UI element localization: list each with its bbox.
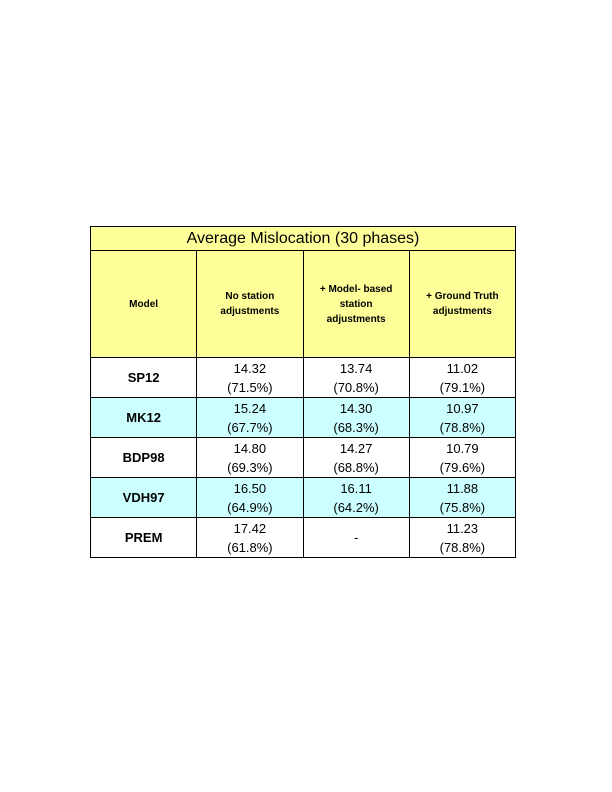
cell-line: 11.23 [446, 520, 479, 536]
cell-line: station [339, 298, 373, 310]
cell-line: 10.97 [446, 400, 479, 416]
value-cell: 11.02 (79.1%) [408, 357, 517, 398]
cell-line: (68.8%) [333, 459, 379, 475]
header-cell: Model [89, 250, 198, 358]
cell-line: (79.6%) [439, 459, 486, 475]
value-cell: 10.97 (78.8%) [408, 397, 517, 438]
value-cell: 10.79 (79.6%) [408, 437, 517, 478]
value-cell: 11.23 (78.8%) [408, 517, 517, 558]
table-title: Average Mislocation (30 phases) [90, 226, 516, 251]
value-cell: 16.11 (64.2%) [302, 477, 410, 518]
cell-line: 17.42 [233, 520, 267, 536]
cell-line: (78.8%) [439, 539, 486, 555]
cell-line: adjustments [326, 313, 386, 325]
data-row: VDH97 16.50 (64.9%) 16.11 (64.2%) 11.88 (75.8%… [89, 477, 517, 518]
model-name: SP12 [89, 357, 198, 398]
cell-line: (64.2%) [333, 499, 379, 515]
value-cell: 14.27 (68.8%) [302, 437, 410, 478]
header-cell: + Model- based station adjustments [302, 250, 410, 358]
cell-line: - [353, 530, 359, 545]
cell-line: 14.80 [233, 440, 267, 456]
cell-line: 11.88 [446, 480, 479, 496]
cell-line: (68.3%) [333, 419, 379, 435]
cell-line: 14.32 [233, 360, 267, 376]
data-row: PREM 17.42 (61.8%) - 11.23 (78.8%) [89, 517, 517, 558]
value-cell: 14.30 (68.3%) [302, 397, 410, 438]
cell-line: 15.24 [233, 400, 267, 416]
value-cell: 17.42 (61.8%) [196, 517, 304, 558]
table-body: Average Mislocation (30 phases) Model No … [89, 226, 517, 558]
model-name: BDP98 [89, 437, 198, 478]
cell-line: 14.27 [339, 440, 373, 456]
cell-line: 11.02 [446, 360, 479, 376]
cell-line: 13.74 [339, 360, 373, 376]
cell-line: 16.11 [340, 480, 372, 496]
cell-line: + Model- based [319, 283, 393, 295]
data-row: SP12 14.32 (71.5%) 13.74 (70.8%) 11.02 (79.1%) [89, 357, 517, 398]
cell-line: (64.9%) [227, 499, 273, 515]
value-cell: 13.74 (70.8%) [302, 357, 410, 398]
value-cell: 16.50 (64.9%) [196, 477, 304, 518]
cell-line: adjustments [220, 306, 280, 317]
value-cell: - [302, 517, 410, 558]
cell-line: (67.7%) [227, 419, 273, 435]
cell-line: No station [225, 291, 275, 302]
header-row: Model No station adjustments + Model- based… [89, 250, 517, 358]
cell-line: (70.8%) [333, 379, 379, 395]
cell-line: (71.5%) [227, 379, 273, 395]
model-name: PREM [89, 517, 198, 558]
title-row: Average Mislocation (30 phases) [90, 226, 516, 251]
model-name: VDH97 [89, 477, 198, 518]
value-cell: 14.32 (71.5%) [196, 357, 304, 398]
data-row: MK12 15.24 (67.7%) 14.30 (68.3%) 10.97 (78.8%) [89, 397, 517, 438]
model-name: MK12 [89, 397, 198, 438]
cell-line: Model [129, 298, 159, 310]
header-cell: + Ground Truth adjustments [408, 250, 517, 358]
header-cell: No station adjustments [196, 250, 304, 358]
value-cell: 11.88 (75.8%) [408, 477, 517, 518]
cell-line: adjustments [432, 306, 492, 317]
value-cell: 14.80 (69.3%) [196, 437, 304, 478]
cell-line: (79.1%) [439, 379, 486, 395]
cell-line: (69.3%) [227, 459, 273, 475]
cell-line: (78.8%) [439, 419, 486, 435]
cell-line: 14.30 [339, 400, 373, 416]
cell-line: (61.8%) [227, 539, 273, 555]
cell-line: (75.8%) [439, 499, 486, 515]
cell-line: 16.50 [233, 480, 267, 496]
cell-line: 10.79 [446, 440, 479, 456]
value-cell: 15.24 (67.7%) [196, 397, 304, 438]
mislocation-table: Average Mislocation (30 phases) Model No … [89, 226, 517, 558]
cell-line: + Ground Truth [426, 291, 499, 302]
data-row: BDP98 14.80 (69.3%) 14.27 (68.8%) 10.79 (79.6%… [89, 437, 517, 478]
